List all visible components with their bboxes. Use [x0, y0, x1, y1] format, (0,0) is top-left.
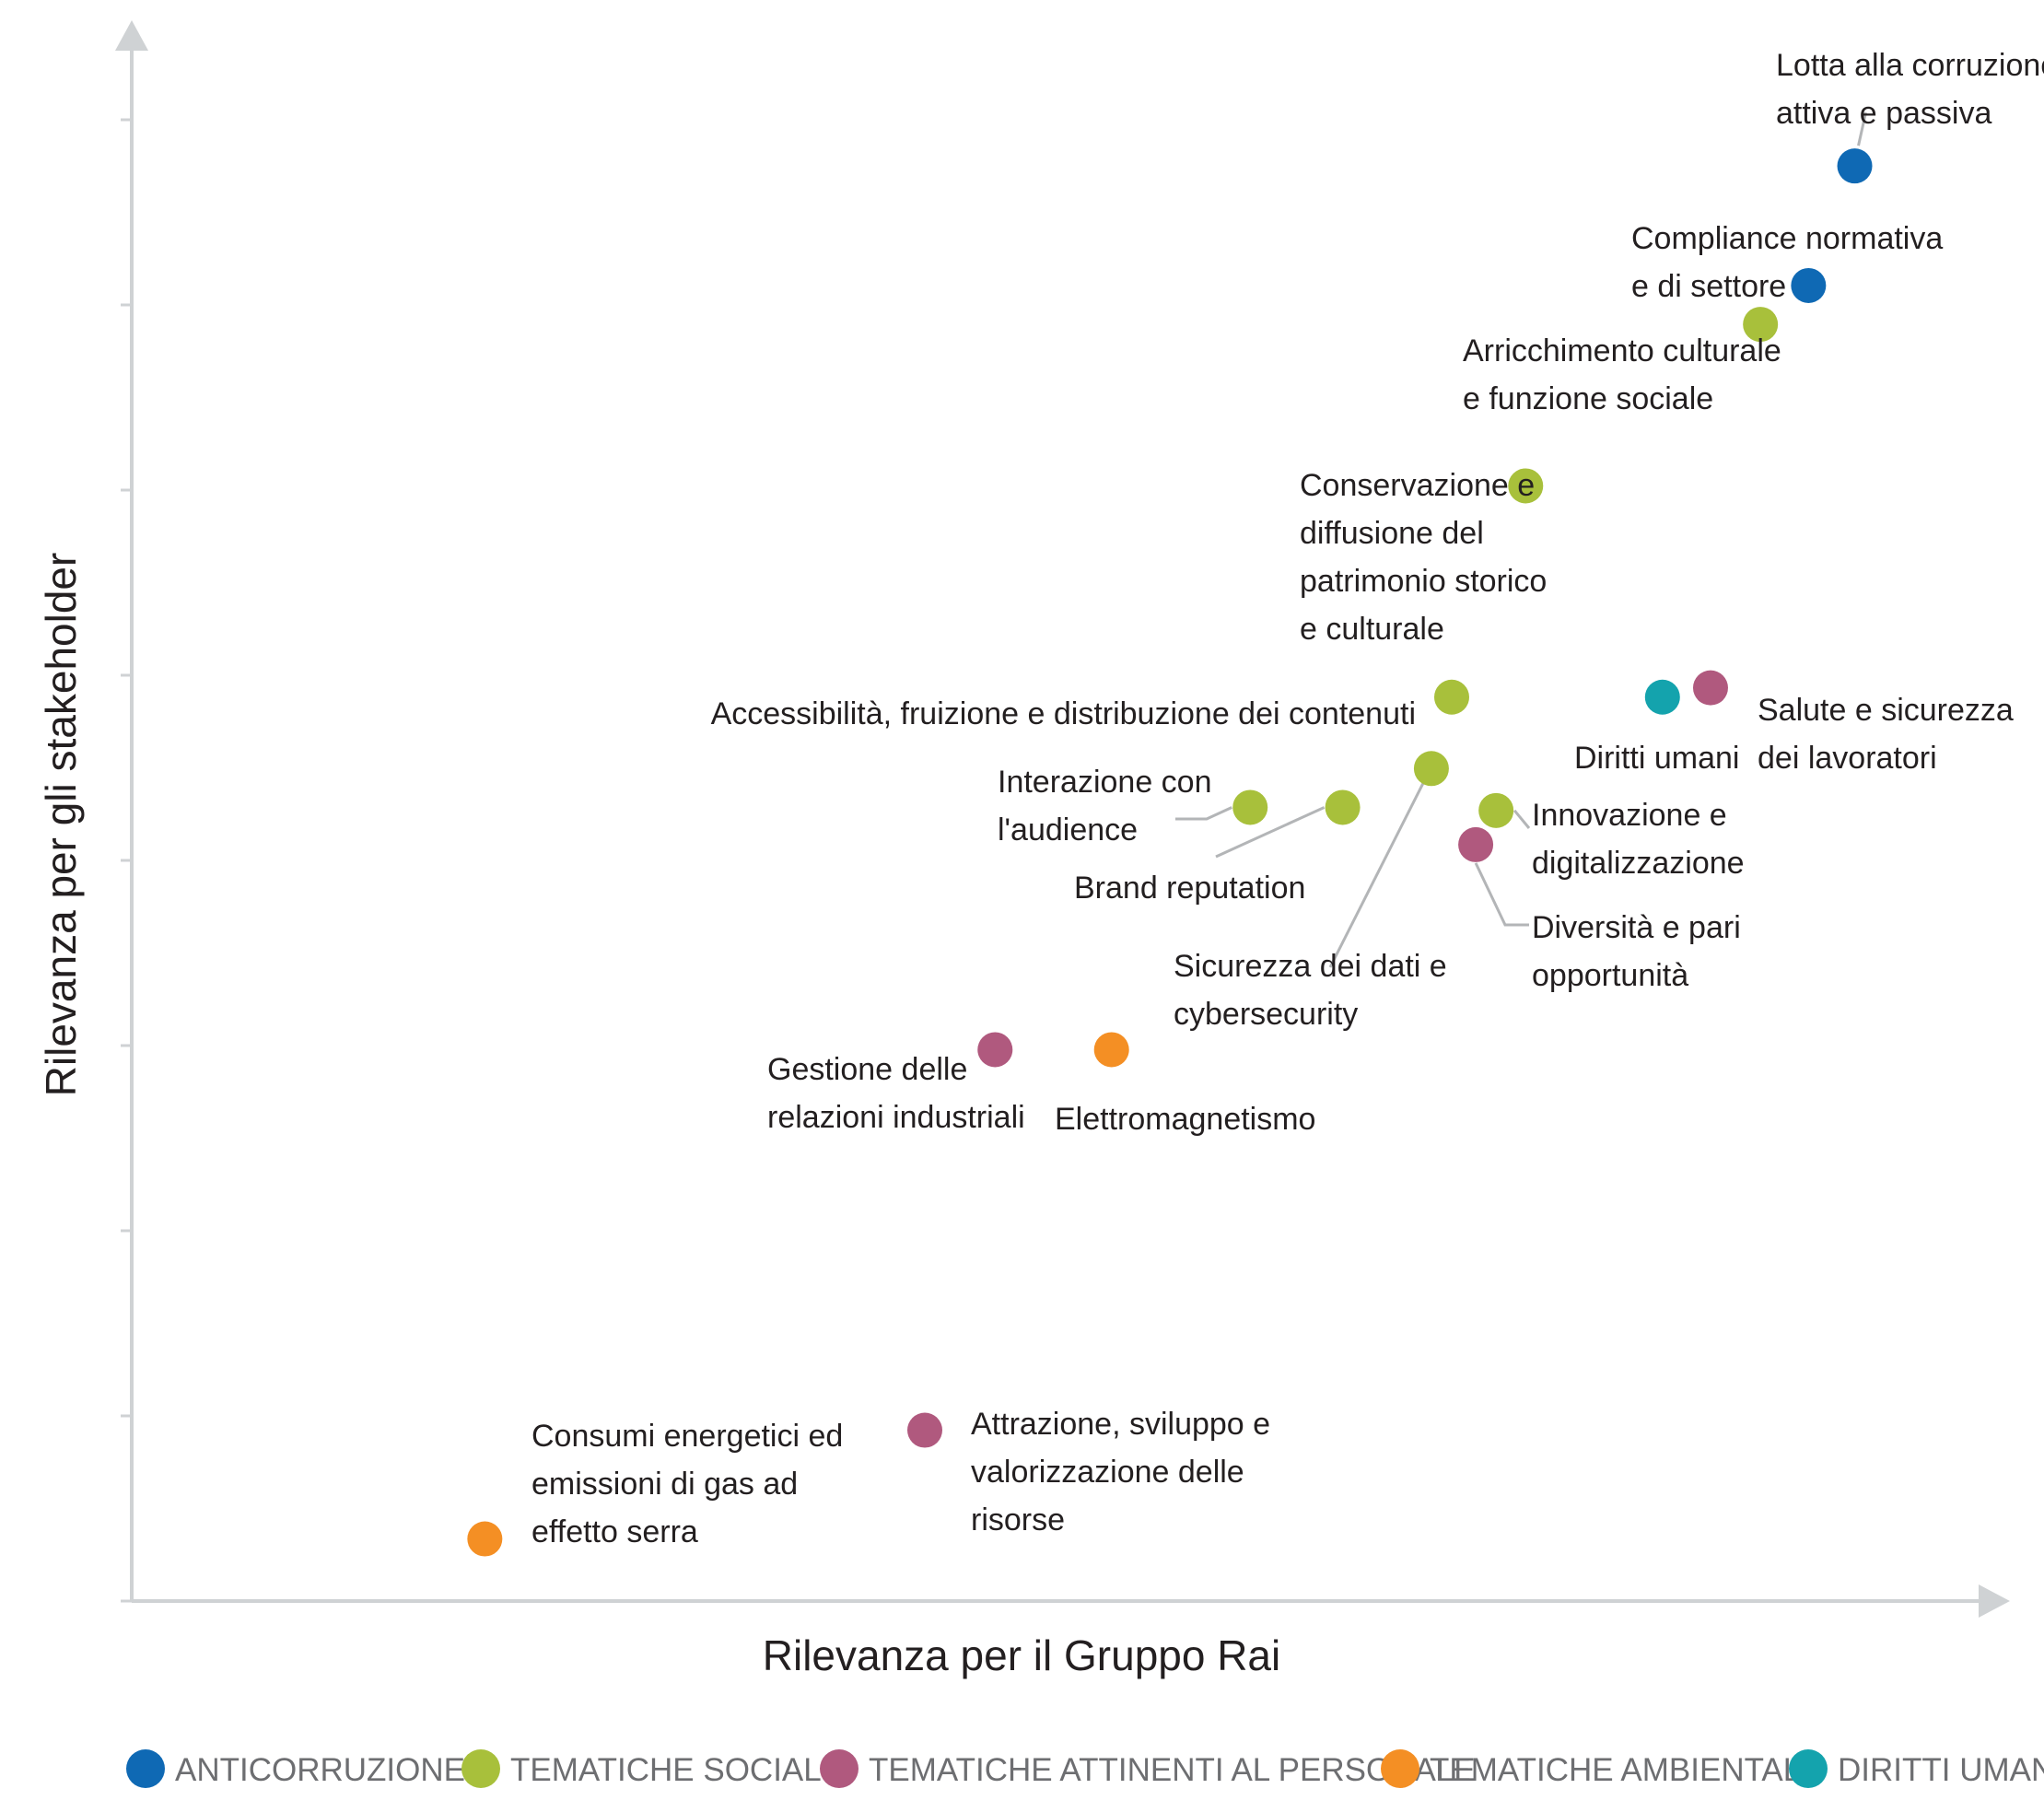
data-point [1232, 789, 1268, 825]
point-label: Attrazione, sviluppo e [971, 1407, 1270, 1442]
x-axis-arrow [1979, 1584, 2010, 1618]
legend-label: TEMATICHE AMBIENTALI [1430, 1752, 1810, 1788]
point-label: e di settore [1631, 269, 1786, 304]
point-label: Arricchimento culturale [1463, 333, 1781, 368]
legend-swatch [1789, 1749, 1828, 1788]
legend-item-personale: TEMATICHE ATTINENTI AL PERSONALE [820, 1749, 1476, 1788]
data-point [1791, 267, 1827, 303]
axes [115, 20, 2010, 1618]
point-label: attiva e passiva [1776, 96, 1991, 131]
data-point [1093, 1032, 1129, 1068]
point-label: valorizzazione delle [971, 1455, 1244, 1490]
point-label: patrimonio storico [1300, 564, 1547, 599]
leader-line [1175, 806, 1232, 821]
point-label: Conservazione e [1300, 468, 1535, 503]
point-label: Elettromagnetismo [1055, 1102, 1315, 1137]
legend-label: TEMATICHE ATTINENTI AL PERSONALE [869, 1752, 1476, 1788]
point-label: effetto serra [531, 1514, 698, 1549]
point-label: opportunità [1532, 958, 1688, 993]
legend-label: DIRITTI UMANI [1838, 1752, 2044, 1788]
y-axis-title: Rilevanza per gli stakeholder [37, 553, 85, 1097]
leader-lines [1175, 111, 1867, 968]
point-label: digitalizzazione [1532, 846, 1745, 881]
x-axis-title: Rilevanza per il Gruppo Rai [763, 1631, 1281, 1679]
data-point [1508, 468, 1544, 504]
data-point [977, 1032, 1013, 1068]
leader-line [1857, 111, 1867, 146]
leader-line [1474, 862, 1529, 927]
legend-swatch [126, 1749, 165, 1788]
data-point [1325, 789, 1361, 825]
point-label: Gestione delle [767, 1052, 967, 1087]
data-point [1692, 670, 1728, 706]
point-label: dei lavoratori [1758, 741, 1937, 776]
data-points [467, 148, 1873, 1557]
point-label: Brand reputation [1074, 871, 1305, 906]
legend-label: ANTICORRUZIONE [175, 1752, 465, 1788]
leader-line [1328, 780, 1426, 968]
legend-item-sociali: TEMATICHE SOCIALI [461, 1749, 830, 1788]
leader-line [1215, 806, 1326, 859]
point-label: Salute e sicurezza [1758, 693, 2014, 728]
point-label: Interazione con [998, 765, 1212, 800]
legend-item-diritti: DIRITTI UMANI [1789, 1749, 2044, 1788]
y-axis-ticks [121, 118, 132, 1603]
point-label: Lotta alla corruzione [1776, 48, 2044, 83]
point-label: l'audience [998, 812, 1138, 848]
legend: ANTICORRUZIONE TEMATICHE SOCIALI TEMATICHE… [126, 1749, 2044, 1788]
data-point [1644, 679, 1680, 715]
data-point [1478, 792, 1514, 828]
data-point [1413, 751, 1449, 787]
point-label: Diritti umani [1574, 741, 1739, 776]
point-label: Sicurezza dei dati e [1174, 949, 1447, 984]
point-label: Innovazione e [1532, 798, 1727, 833]
legend-swatch [461, 1749, 500, 1788]
data-point [907, 1412, 943, 1448]
leader-line [1513, 809, 1531, 829]
point-label: cybersecurity [1174, 997, 1358, 1032]
point-label: relazioni industriali [767, 1100, 1025, 1135]
point-label: Compliance normativa [1631, 221, 1943, 256]
legend-item-anticorruzione: ANTICORRUZIONE [126, 1749, 465, 1788]
legend-swatch [820, 1749, 858, 1788]
point-label: Consumi energetici ed [531, 1419, 843, 1454]
legend-swatch [1381, 1749, 1419, 1788]
point-label: Accessibilità, fruizione e distribuzione… [711, 696, 1416, 731]
data-point [1458, 826, 1494, 862]
data-point [467, 1521, 503, 1557]
legend-label: TEMATICHE SOCIALI [510, 1752, 830, 1788]
data-point [1743, 307, 1779, 343]
point-label: risorse [971, 1502, 1065, 1537]
point-label: Diversità e pari [1532, 910, 1741, 945]
point-label: diffusione del [1300, 516, 1484, 551]
y-axis-arrow [115, 20, 148, 51]
data-point [1837, 148, 1873, 184]
point-label: e funzione sociale [1463, 381, 1713, 416]
point-labels: Lotta alla corruzione attiva e passiva Com… [531, 48, 2044, 1549]
point-label: e culturale [1300, 612, 1444, 647]
point-label: emissioni di gas ad [531, 1467, 798, 1502]
legend-item-ambientali: TEMATICHE AMBIENTALI [1381, 1749, 1810, 1788]
data-point [1433, 679, 1469, 715]
